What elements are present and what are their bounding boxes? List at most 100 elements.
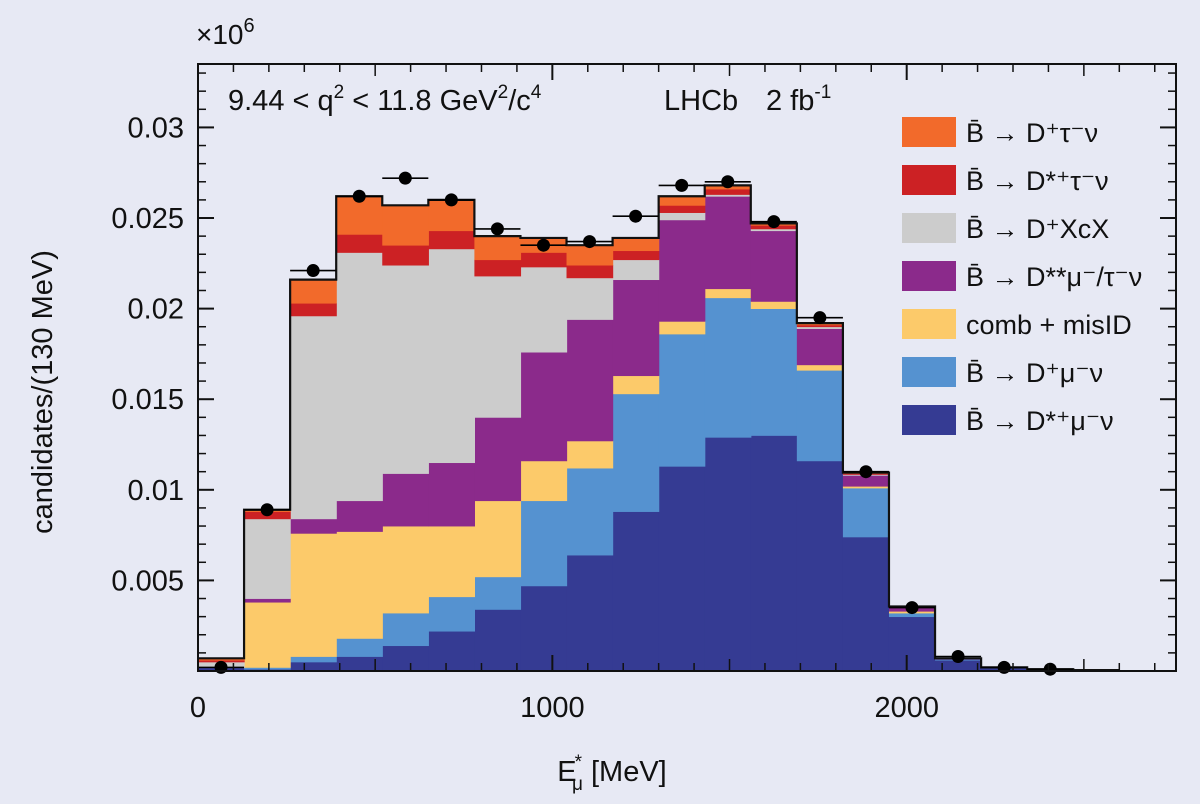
bar-dstmunu bbox=[566, 555, 614, 672]
bar-comb bbox=[704, 288, 752, 299]
bar-dxcx bbox=[658, 212, 706, 221]
bar-dstmunu bbox=[750, 435, 798, 672]
bar-dststmunu bbox=[796, 328, 844, 366]
legend-swatch-dsttaunu bbox=[902, 165, 956, 195]
data-point bbox=[306, 264, 320, 278]
bar-dststmunu bbox=[474, 417, 522, 502]
bar-dstmunu bbox=[704, 437, 752, 672]
data-point bbox=[675, 178, 689, 192]
bar-dxcx bbox=[474, 276, 522, 418]
bar-dststmunu bbox=[750, 230, 798, 302]
data-point bbox=[352, 189, 366, 203]
bar-dmunu bbox=[796, 370, 844, 462]
y-tick-label: 0.02 bbox=[128, 294, 184, 326]
bar-dstmunu bbox=[336, 656, 383, 672]
bar-dststmunu bbox=[842, 475, 890, 487]
data-point bbox=[444, 193, 458, 207]
bar-dstmunu bbox=[658, 466, 706, 672]
legend-swatch-comb bbox=[902, 309, 956, 339]
legend-label-dststmunu: B̄ → D**μ⁻/τ⁻ν bbox=[966, 262, 1142, 292]
bar-dmunu bbox=[290, 656, 337, 663]
bar-comb bbox=[842, 486, 890, 489]
y-tick-label: 0.01 bbox=[128, 475, 184, 507]
bar-dxcx bbox=[336, 252, 383, 502]
bar-dxcx bbox=[290, 315, 337, 520]
luminosity-label: 2 fb-1 bbox=[766, 82, 831, 117]
bar-comb bbox=[658, 321, 706, 335]
data-point bbox=[721, 175, 735, 189]
bar-dstmunu bbox=[474, 609, 522, 672]
bar-dxcx bbox=[520, 266, 568, 353]
bar-dtaunu bbox=[658, 196, 706, 206]
bar-dsttaunu bbox=[796, 324, 844, 328]
bar-dsttaunu bbox=[658, 205, 706, 213]
y-axis-label: candidates/(130 MeV) bbox=[27, 250, 59, 534]
bar-dmunu bbox=[704, 297, 752, 438]
bar-dmunu bbox=[612, 393, 660, 512]
bar-dtaunu bbox=[290, 279, 337, 304]
bar-dstmunu bbox=[520, 585, 568, 672]
legend-label-dxcx: B̄ → D⁺XcX bbox=[966, 214, 1109, 244]
bar-dmunu bbox=[888, 613, 936, 618]
bar-dsttaunu bbox=[336, 234, 383, 253]
legend-swatch-dstmunu bbox=[902, 405, 956, 435]
bar-dstmunu bbox=[935, 660, 982, 672]
data-point bbox=[905, 601, 919, 615]
bar-dstmunu bbox=[796, 460, 844, 672]
x-tick-label: 2000 bbox=[874, 692, 939, 724]
bar-dsttaunu bbox=[382, 245, 429, 266]
bar-comb bbox=[244, 602, 291, 668]
experiment-label: LHCb bbox=[664, 85, 738, 117]
bar-comb bbox=[382, 526, 429, 614]
bar-dstmunu bbox=[382, 645, 429, 672]
legend-label-comb: comb + misID bbox=[966, 310, 1132, 340]
bar-dtaunu bbox=[474, 236, 522, 261]
bar-comb bbox=[336, 531, 383, 639]
bar-dsttaunu bbox=[520, 252, 568, 268]
bar-dmunu bbox=[244, 667, 291, 670]
y-tick-label: 0.005 bbox=[111, 565, 184, 597]
bar-dststmunu bbox=[520, 352, 568, 462]
bar-dmunu bbox=[842, 487, 890, 538]
bar-comb bbox=[750, 301, 798, 310]
bar-dststmunu bbox=[612, 279, 660, 377]
data-point bbox=[767, 215, 781, 229]
y-multiplier: ×106 bbox=[196, 15, 255, 50]
bar-dmunu bbox=[382, 613, 429, 647]
bar-dstmunu bbox=[428, 631, 475, 672]
axis-ticks: 0.005 0.01 0.015 0.02 0.025 0.03 0 1000 2000 bbox=[111, 64, 1176, 724]
bar-dmunu bbox=[474, 576, 522, 610]
x-tick-label: 1000 bbox=[520, 692, 585, 724]
bar-dtaunu bbox=[796, 323, 844, 326]
bar-comb bbox=[796, 364, 844, 371]
bar-dstmunu bbox=[842, 536, 890, 672]
bar-dsttaunu bbox=[566, 265, 614, 279]
y-tick-label: 0.03 bbox=[128, 112, 184, 144]
bar-dmunu bbox=[520, 500, 568, 587]
x-tick-label: 0 bbox=[190, 692, 206, 724]
bar-dsttaunu bbox=[474, 259, 522, 277]
bar-dstmunu bbox=[612, 511, 660, 672]
bar-dsttaunu bbox=[428, 230, 475, 250]
data-point bbox=[398, 171, 412, 185]
bar-dststmunu bbox=[566, 319, 614, 442]
bar-comb bbox=[290, 533, 337, 657]
y-tick-label: 0.015 bbox=[111, 384, 184, 416]
legend-label-dtaunu: B̄ → D⁺τ⁻ν bbox=[966, 118, 1098, 148]
bar-comb bbox=[428, 526, 475, 598]
bar-comb bbox=[520, 460, 568, 502]
bar-dmunu bbox=[428, 596, 475, 632]
bar-dststmunu bbox=[290, 518, 337, 534]
legend-label-dsttaunu: B̄ → D*⁺τ⁻ν bbox=[966, 166, 1109, 196]
data-point bbox=[260, 503, 274, 517]
bar-comb bbox=[566, 440, 614, 469]
data-point bbox=[951, 650, 965, 663]
data-point bbox=[536, 238, 550, 252]
data-point bbox=[1043, 662, 1057, 676]
bar-dststmunu bbox=[704, 196, 752, 290]
legend-swatch-dmunu bbox=[902, 357, 956, 387]
legend-swatch-dtaunu bbox=[902, 117, 956, 147]
bar-dxcx bbox=[566, 277, 614, 320]
legend: B̄ → D⁺τ⁻ν B̄ → D*⁺τ⁻ν B̄ → D⁺XcX B̄ → D**μ… bbox=[902, 117, 1142, 436]
